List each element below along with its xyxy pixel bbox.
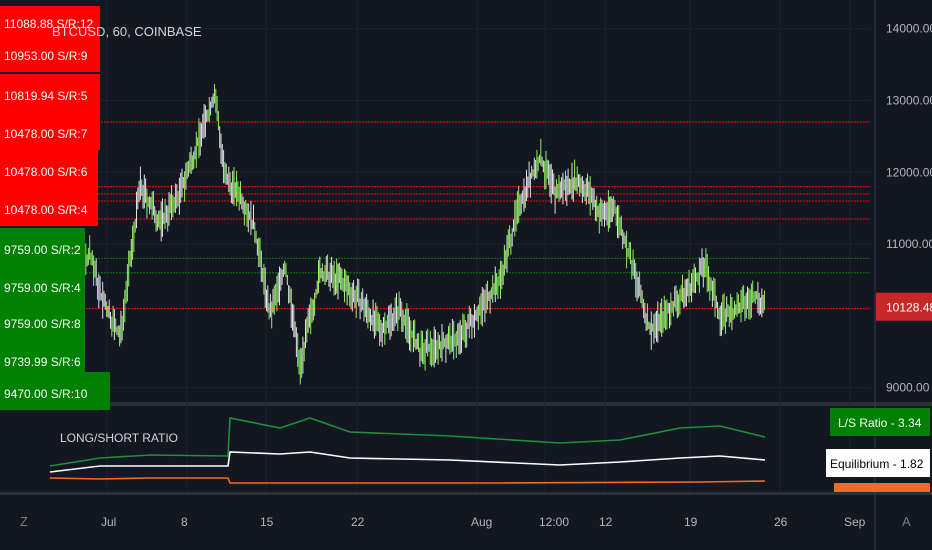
price-series[interactable]: [51, 84, 765, 385]
time-tick: 12: [599, 515, 613, 529]
sr-label-box[interactable]: [0, 340, 85, 378]
equilibrium-line: [49, 451, 766, 473]
current-price-text: 10128.48: [886, 301, 932, 315]
time-tick: Sep: [844, 515, 866, 529]
sr-label-text: 9739.99 S/R:6: [4, 355, 81, 369]
current-price-badge: [876, 292, 932, 321]
sr-label-box[interactable]: [0, 74, 100, 112]
sr-label-text: 9759.00 S/R:2: [4, 243, 81, 257]
sr-label-text: 10819.94 S/R:5: [4, 89, 88, 103]
sr-label-box[interactable]: [0, 150, 98, 188]
sl-ratio-box: [834, 483, 930, 492]
sl-ratio-line: [49, 477, 766, 484]
time-tick: 15: [260, 515, 274, 529]
time-tick: 19: [684, 515, 698, 529]
sr-label-box[interactable]: [0, 372, 110, 410]
timezone-icon: Z: [20, 514, 28, 529]
ls-ratio-text: L/S Ratio - 3.34: [838, 416, 922, 430]
sr-label-box[interactable]: [0, 266, 85, 304]
sr-label-text: 10478.00 S/R:7: [4, 127, 88, 141]
indicator-title: LONG/SHORT RATIO: [60, 431, 178, 445]
price-tick: 13000.00: [886, 94, 932, 108]
time-axis-separator: [0, 492, 932, 495]
time-tick: Jul: [101, 515, 116, 529]
equilibrium-box: [826, 449, 930, 477]
sr-label-text: 9470.00 S/R:10: [4, 387, 88, 401]
symbol-title: BTCUSD, 60, COINBASE: [52, 24, 202, 39]
auto-scale-icon: A: [902, 514, 911, 529]
sr-label-box[interactable]: [0, 302, 85, 340]
time-tick: 8: [181, 515, 188, 529]
ls-ratio-box: [830, 408, 930, 436]
price-tick: 11000.00: [886, 237, 932, 251]
sr-label-text: 10478.00 S/R:4: [4, 203, 88, 217]
sr-label-box[interactable]: [0, 34, 100, 72]
price-tick: 9000.00: [886, 381, 930, 395]
sr-label-text: 10478.00 S/R:6: [4, 165, 88, 179]
price-tick: 12000.00: [886, 165, 932, 179]
time-tick: 26: [774, 515, 788, 529]
time-tick: 22: [351, 515, 365, 529]
time-tick: Aug: [471, 515, 492, 529]
pane-separator[interactable]: [0, 402, 932, 406]
sr-label-text: 9759.00 S/R:8: [4, 317, 81, 331]
sr-label-text: 10953.00 S/R:9: [4, 49, 88, 63]
ls-ratio-line: [49, 417, 766, 467]
sr-label-text: 11088.88 S/R:12: [4, 17, 94, 31]
price-tick: 14000.00: [886, 22, 932, 36]
equilibrium-text: Equilibrium - 1.82: [830, 457, 924, 471]
sr-label-box[interactable]: [0, 112, 100, 150]
time-tick: 12:00: [539, 515, 569, 529]
sr-label-box[interactable]: [0, 228, 85, 266]
sr-label-box[interactable]: [0, 188, 98, 226]
sr-label-text: 9759.00 S/R:4: [4, 281, 81, 295]
